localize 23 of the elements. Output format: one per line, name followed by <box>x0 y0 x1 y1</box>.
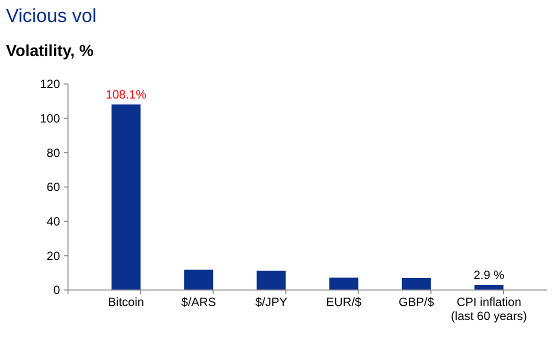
bar <box>402 278 431 290</box>
x-tick-label: CPI inflation (last 60 years) <box>450 295 527 323</box>
x-tick-label: $/ARS <box>181 295 216 309</box>
bar <box>329 278 358 290</box>
y-tick-label: 120 <box>40 77 60 92</box>
y-tick-label: 60 <box>46 180 60 194</box>
y-tick-label: 100 <box>40 112 60 126</box>
y-tick-label: 80 <box>46 146 60 160</box>
y-tick-label: 0 <box>53 283 60 298</box>
data-label: 108.1% <box>106 87 147 102</box>
x-tick-label: Bitcoin <box>108 295 144 309</box>
y-tick-label: 40 <box>46 214 60 229</box>
bar <box>184 270 214 290</box>
bar <box>474 285 504 290</box>
bar <box>256 270 286 290</box>
bar <box>112 104 141 290</box>
x-tick-label: EUR/$ <box>326 295 362 309</box>
chart-title: Vicious vol <box>6 6 96 27</box>
y-axis-title: Volatility, % <box>6 43 94 60</box>
y-tick-label: 20 <box>46 248 60 263</box>
x-tick-label: GBP/$ <box>398 295 434 309</box>
data-label: 2.9 % <box>474 268 505 282</box>
x-tick-label: $/JPY <box>255 295 288 309</box>
